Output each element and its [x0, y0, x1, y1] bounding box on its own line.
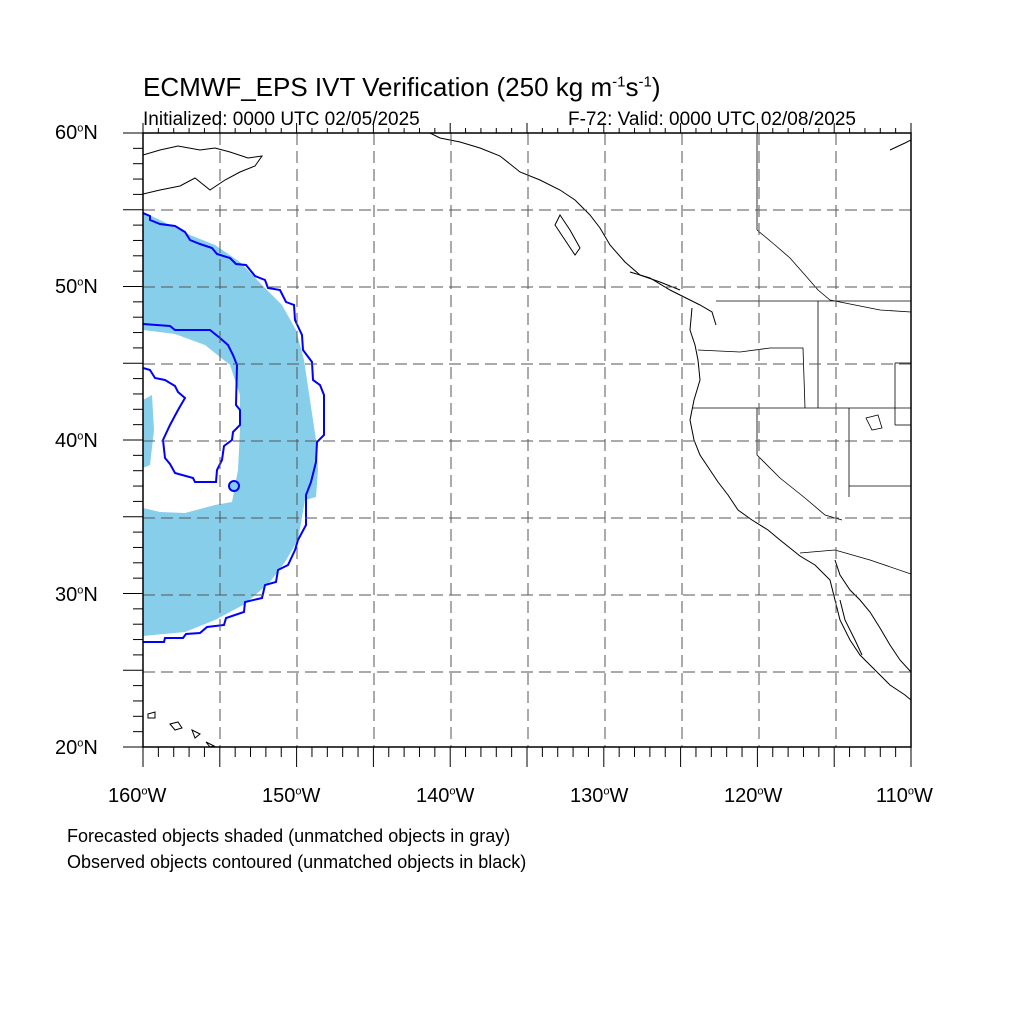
political-borders: [692, 133, 911, 575]
legend-forecast-note: Forecasted objects shaded (unmatched obj…: [67, 826, 511, 846]
lat-label-50n: 50oN: [55, 276, 98, 298]
map-title: ECMWF_EPS IVT Verification (250 kg m-1s-…: [143, 72, 661, 102]
observed-small-object: [228, 480, 240, 492]
forecast-object: [143, 212, 318, 636]
lon-label-160w: 160oW: [108, 785, 167, 807]
graticule: [143, 133, 911, 747]
valid-time: F-72: Valid: 0000 UTC 02/08/2025: [568, 109, 856, 130]
lat-label-20n: 20oN: [55, 737, 98, 759]
lat-label-30n: 30oN: [55, 584, 98, 606]
coastlines: [143, 133, 911, 747]
lon-label-120w: 120oW: [724, 785, 783, 807]
lon-label-110w: 110oW: [876, 785, 933, 807]
observed-contour-inner: [143, 323, 241, 483]
initialized-time: Initialized: 0000 UTC 02/05/2025: [143, 109, 420, 130]
axis-ticks: [123, 123, 912, 767]
lon-label-150w: 150oW: [262, 785, 321, 807]
lat-label-60n: 60oN: [55, 122, 98, 144]
lon-label-140w: 140oW: [416, 785, 475, 807]
legend-observed-note: Observed objects contoured (unmatched ob…: [67, 852, 527, 872]
observed-contour: [143, 212, 325, 643]
lon-label-130w: 130oW: [570, 785, 629, 807]
lat-label-40n: 40oN: [55, 430, 98, 452]
